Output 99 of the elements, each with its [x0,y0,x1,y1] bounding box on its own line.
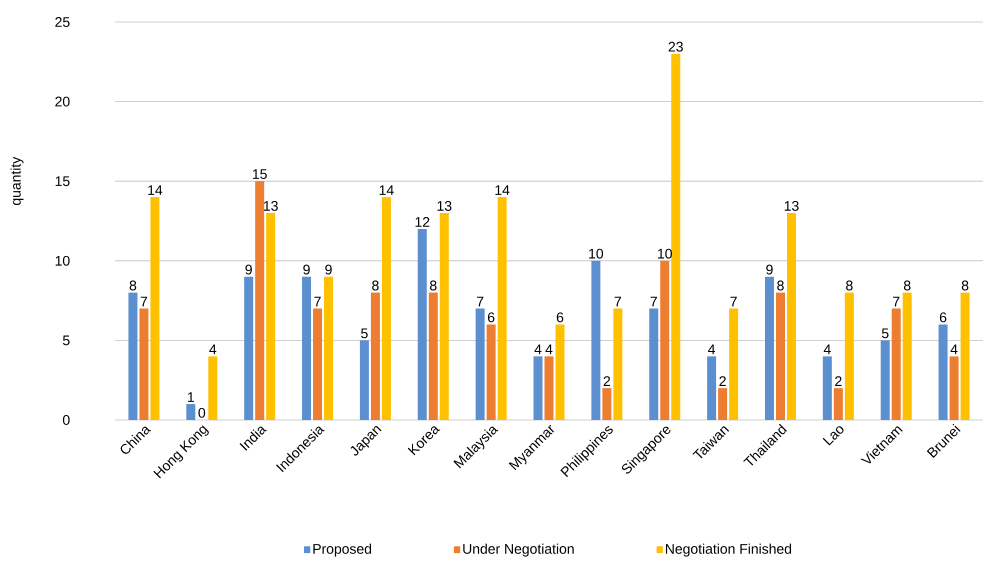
data-label: 9 [245,264,252,275]
bar [476,308,485,420]
y-tick-label: 20 [55,96,70,107]
bar [255,181,264,420]
bar [834,388,843,420]
bar [208,356,218,420]
data-label: 6 [556,312,564,322]
bar [313,308,322,420]
bar [892,308,901,420]
bar [266,213,276,420]
bar [671,54,680,420]
data-label: 5 [361,328,368,338]
data-label: 14 [495,185,510,195]
bar [844,292,854,420]
bar [128,292,138,420]
data-label: 6 [488,312,494,322]
data-label: 2 [719,376,726,386]
bar [776,292,785,420]
bar [649,308,658,420]
bar [186,404,196,420]
data-label: 4 [545,344,552,354]
bar [360,340,369,420]
y-tick-label: 15 [56,176,70,186]
data-label: 7 [730,296,737,306]
y-tick-label: 10 [56,256,70,266]
data-label: 8 [372,280,379,290]
data-label: 13 [264,200,278,211]
bar [602,388,612,420]
bar [486,324,496,420]
data-label: 8 [130,280,136,290]
data-label: 5 [882,328,889,338]
bar [150,197,160,420]
bar [418,228,427,420]
bar [660,260,670,420]
bar [707,356,716,420]
bar [938,324,948,420]
legend-label: Under Negotiation [463,544,574,557]
y-axis-title: quantity [10,156,24,206]
data-label: 2 [604,376,610,386]
data-label: 4 [824,344,831,354]
legend-label: Negotiation Finished [666,544,792,557]
bar [556,324,565,420]
bar [498,197,507,420]
bar [960,292,970,420]
x-tick-label: Lao [822,426,844,446]
bar [950,356,959,420]
data-label: 9 [766,264,773,275]
data-label: 7 [476,296,484,306]
data-label: 8 [962,280,968,290]
data-label: 4 [708,344,716,354]
y-tick-label: 0 [62,415,70,425]
data-label: 8 [846,280,853,290]
bar [370,292,380,420]
bar [591,260,600,420]
bar [139,308,148,420]
data-label: 6 [940,312,946,322]
bar [544,356,554,420]
data-label: 8 [777,280,784,290]
data-label: 7 [893,296,900,306]
data-label: 10 [589,248,604,259]
y-tick-label: 5 [62,336,70,346]
bar [244,276,254,420]
data-label: 2 [835,376,842,386]
data-label: 14 [380,185,394,195]
bar [440,213,449,420]
bar [534,356,543,420]
data-label: 14 [148,185,162,195]
bar [613,308,622,420]
bar [382,197,391,420]
data-label: 8 [430,280,437,290]
data-label: 23 [668,42,683,52]
data-label: 9 [303,264,310,275]
bar [786,213,796,420]
bar [324,276,334,420]
bar [902,292,912,420]
data-label: 7 [614,296,622,306]
bar [822,356,832,420]
bar [764,276,774,420]
legend-label: Proposed [313,544,372,557]
bar [718,388,728,420]
data-label: 4 [209,344,216,354]
data-label: 12 [416,217,430,227]
y-tick-label: 25 [55,17,70,27]
data-label: 0 [198,408,206,418]
bar [729,308,738,420]
data-label: 4 [534,344,542,354]
data-label: 15 [252,169,267,180]
bar [302,276,312,420]
bar [880,340,890,420]
data-label: 7 [314,296,321,306]
data-label: 7 [140,296,148,306]
data-label: 7 [650,296,657,306]
bar [428,292,438,420]
data-label: 8 [904,280,910,290]
data-label: 13 [438,200,452,211]
data-label: 1 [188,392,194,402]
data-label: 9 [325,264,332,275]
data-label: 4 [950,344,958,354]
data-label: 13 [784,200,799,211]
